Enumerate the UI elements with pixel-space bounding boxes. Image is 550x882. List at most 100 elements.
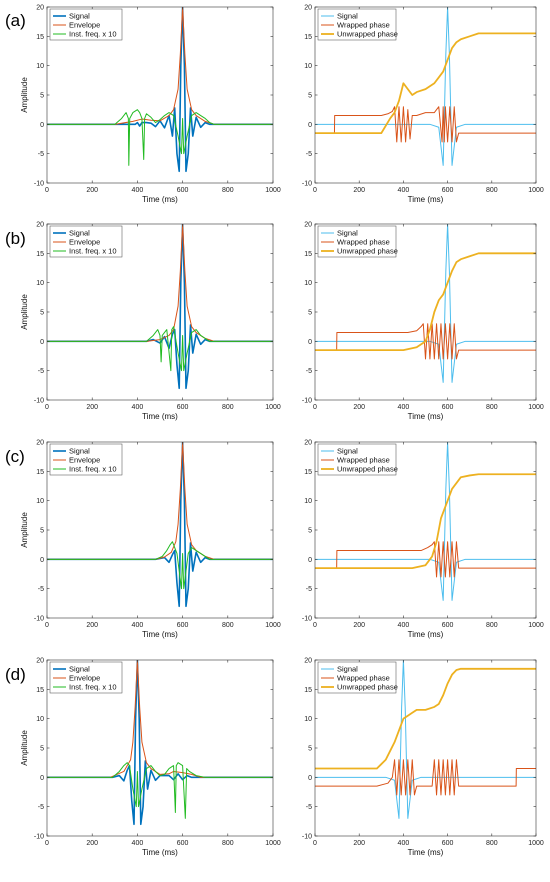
y-tick-label: 10 — [36, 63, 44, 70]
y-tick-label: 0 — [308, 775, 312, 782]
legend-entry: Signal — [337, 665, 358, 674]
x-tick-label: 200 — [86, 187, 98, 194]
x-tick-label: 1000 — [265, 187, 281, 194]
series-line-instfreq — [47, 109, 273, 166]
legend-entry: Signal — [69, 12, 90, 21]
y-axis-label: Amplitude — [20, 294, 29, 330]
x-axis-label: Time (ms) — [408, 412, 444, 421]
y-tick-label: 10 — [304, 498, 312, 505]
x-tick-label: 400 — [132, 840, 144, 847]
y-tick-label: 20 — [36, 5, 44, 12]
legend-entry: Inst. freq. x 10 — [69, 465, 117, 474]
x-tick-label: 800 — [486, 622, 498, 629]
y-tick-label: 15 — [36, 34, 44, 41]
legend-entry: Wrapped phase — [337, 238, 390, 247]
x-tick-label: 400 — [398, 404, 410, 411]
x-axis-label: Time (ms) — [142, 630, 178, 639]
y-tick-label: -5 — [38, 804, 44, 811]
series-line-unwrapped — [315, 667, 536, 770]
x-tick-label: 600 — [177, 840, 189, 847]
x-tick-label: 800 — [222, 404, 234, 411]
legend-entry: Signal — [337, 447, 358, 456]
x-axis-label: Time (ms) — [408, 630, 444, 639]
series-line-wrapped — [315, 323, 536, 360]
series-line-envelope — [47, 7, 273, 125]
panel-label: (a) — [5, 11, 26, 30]
y-axis-label: Amplitude — [20, 730, 29, 766]
legend-entry: Inst. freq. x 10 — [69, 30, 117, 39]
x-axis-label: Time (ms) — [408, 195, 444, 204]
y-tick-label: 20 — [304, 440, 312, 447]
y-tick-label: 10 — [36, 716, 44, 723]
panel-label: (d) — [5, 665, 26, 684]
y-tick-label: 20 — [304, 658, 312, 665]
legend-entry: Wrapped phase — [337, 674, 390, 683]
y-tick-label: 10 — [36, 280, 44, 287]
series-group — [315, 442, 536, 601]
x-tick-label: 0 — [45, 840, 49, 847]
x-tick-label: 200 — [86, 622, 98, 629]
series-line-signal — [47, 442, 273, 608]
y-tick-label: -5 — [38, 586, 44, 593]
legend-entry: Inst. freq. x 10 — [69, 247, 117, 256]
x-tick-label: 400 — [132, 622, 144, 629]
chart-2-left: 0 200 400 600 800 1000 -10 -5 0 5 10 15 20 Time (ms) A… — [20, 222, 281, 422]
x-tick-label: 400 — [398, 840, 410, 847]
x-axis-label: Time (ms) — [142, 848, 178, 857]
legend-entry: Envelope — [69, 21, 100, 30]
x-tick-label: 1000 — [528, 622, 544, 629]
series-line-signal_r — [315, 7, 536, 166]
x-tick-label: 0 — [45, 404, 49, 411]
series-line-unwrapped — [315, 473, 536, 570]
x-tick-label: 600 — [442, 622, 454, 629]
legend-entry: Signal — [337, 229, 358, 238]
x-tick-label: 0 — [313, 840, 317, 847]
x-tick-label: 0 — [313, 187, 317, 194]
series-line-instfreq — [47, 762, 273, 819]
series-line-instfreq — [47, 541, 273, 590]
legend-entry: Unwrapped phase — [337, 247, 398, 256]
y-tick-label: 0 — [40, 122, 44, 129]
y-tick-label: -5 — [306, 368, 312, 375]
x-tick-label: 400 — [398, 187, 410, 194]
y-tick-label: -5 — [38, 151, 44, 158]
y-tick-label: 0 — [308, 339, 312, 346]
legend-entry: Wrapped phase — [337, 456, 390, 465]
x-axis-label: Time (ms) — [408, 848, 444, 857]
series-group — [47, 224, 273, 390]
x-tick-label: 800 — [486, 840, 498, 847]
chart-3-left: 0 200 400 600 800 1000 -10 -5 0 5 10 15 20 Time (ms) A… — [20, 440, 281, 640]
legend-entry: Envelope — [69, 674, 100, 683]
y-tick-label: 10 — [304, 716, 312, 723]
x-tick-label: 600 — [177, 404, 189, 411]
chart-3-right: 0 200 400 600 800 1000 -10 -5 0 5 10 15 20 Time (ms) S… — [302, 440, 544, 640]
panel-label: (b) — [5, 229, 26, 248]
x-tick-label: 600 — [442, 187, 454, 194]
y-tick-label: -10 — [302, 181, 312, 188]
y-tick-label: -10 — [34, 834, 44, 841]
x-tick-label: 400 — [132, 404, 144, 411]
x-tick-label: 0 — [45, 187, 49, 194]
y-tick-label: -5 — [306, 586, 312, 593]
y-tick-label: 10 — [36, 498, 44, 505]
y-tick-label: 10 — [304, 63, 312, 70]
series-group — [47, 660, 273, 826]
legend-entry: Signal — [69, 665, 90, 674]
y-tick-label: 0 — [40, 557, 44, 564]
series-line-envelope — [47, 660, 273, 778]
x-tick-label: 1000 — [528, 404, 544, 411]
y-tick-label: 20 — [36, 222, 44, 229]
y-tick-label: 15 — [304, 34, 312, 41]
y-tick-label: 15 — [304, 687, 312, 694]
y-tick-label: -10 — [34, 616, 44, 623]
y-tick-label: 20 — [36, 658, 44, 665]
y-tick-label: 5 — [308, 528, 312, 535]
series-line-signal — [47, 7, 273, 173]
legend-entry: Unwrapped phase — [337, 683, 398, 692]
x-tick-label: 400 — [398, 622, 410, 629]
